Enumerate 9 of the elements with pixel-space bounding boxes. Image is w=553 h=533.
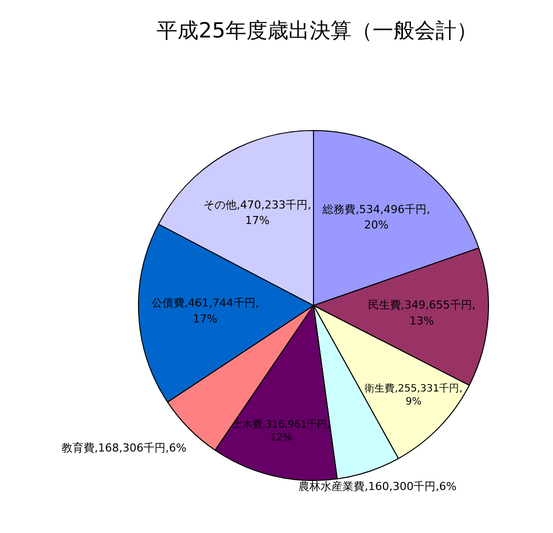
slice-label: 民生費,349,655千円,13% xyxy=(368,298,476,328)
slice-label: 公債費,461,744千円,17% xyxy=(151,296,259,326)
slice-label: 衛生費,255,331千円,9% xyxy=(364,382,462,408)
slice-label: 農林水産業費,160,300千円,6% xyxy=(298,480,457,493)
slice-label: 教育費,168,306千円,6% xyxy=(62,442,186,455)
slice-label: 土木費,316,961千円,12% xyxy=(232,418,330,444)
slice-label: その他,470,233千円,17% xyxy=(204,198,312,227)
slice-label: 総務費,534,496千円,20% xyxy=(322,202,430,232)
chart-title: 平成25年度歳出決算（一般会計） xyxy=(156,18,478,42)
